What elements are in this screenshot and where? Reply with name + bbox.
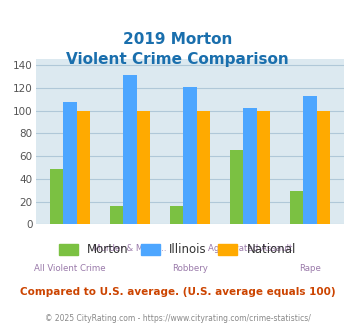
Bar: [137, 111, 150, 224]
Text: Murder & Mans...: Murder & Mans...: [93, 244, 167, 253]
Bar: [197, 111, 210, 224]
Bar: [317, 111, 330, 224]
Text: Aggravated Assault: Aggravated Assault: [208, 244, 292, 253]
Text: 2019 Morton: 2019 Morton: [123, 32, 232, 47]
Bar: [290, 191, 303, 224]
Text: Robbery: Robbery: [172, 264, 208, 273]
Text: Compared to U.S. average. (U.S. average equals 100): Compared to U.S. average. (U.S. average …: [20, 287, 335, 297]
Bar: [77, 111, 90, 224]
Bar: [170, 206, 183, 224]
Bar: [63, 102, 77, 224]
Bar: [123, 75, 137, 224]
Bar: [243, 108, 257, 224]
Text: All Violent Crime: All Violent Crime: [34, 264, 106, 273]
Bar: [183, 87, 197, 224]
Bar: [50, 169, 63, 224]
Text: Rape: Rape: [299, 264, 321, 273]
Bar: [303, 96, 317, 224]
Text: © 2025 CityRating.com - https://www.cityrating.com/crime-statistics/: © 2025 CityRating.com - https://www.city…: [45, 314, 310, 323]
Bar: [110, 206, 123, 224]
Bar: [257, 111, 270, 224]
Legend: Morton, Illinois, National: Morton, Illinois, National: [54, 239, 301, 261]
Text: Violent Crime Comparison: Violent Crime Comparison: [66, 52, 289, 67]
Bar: [230, 150, 243, 224]
